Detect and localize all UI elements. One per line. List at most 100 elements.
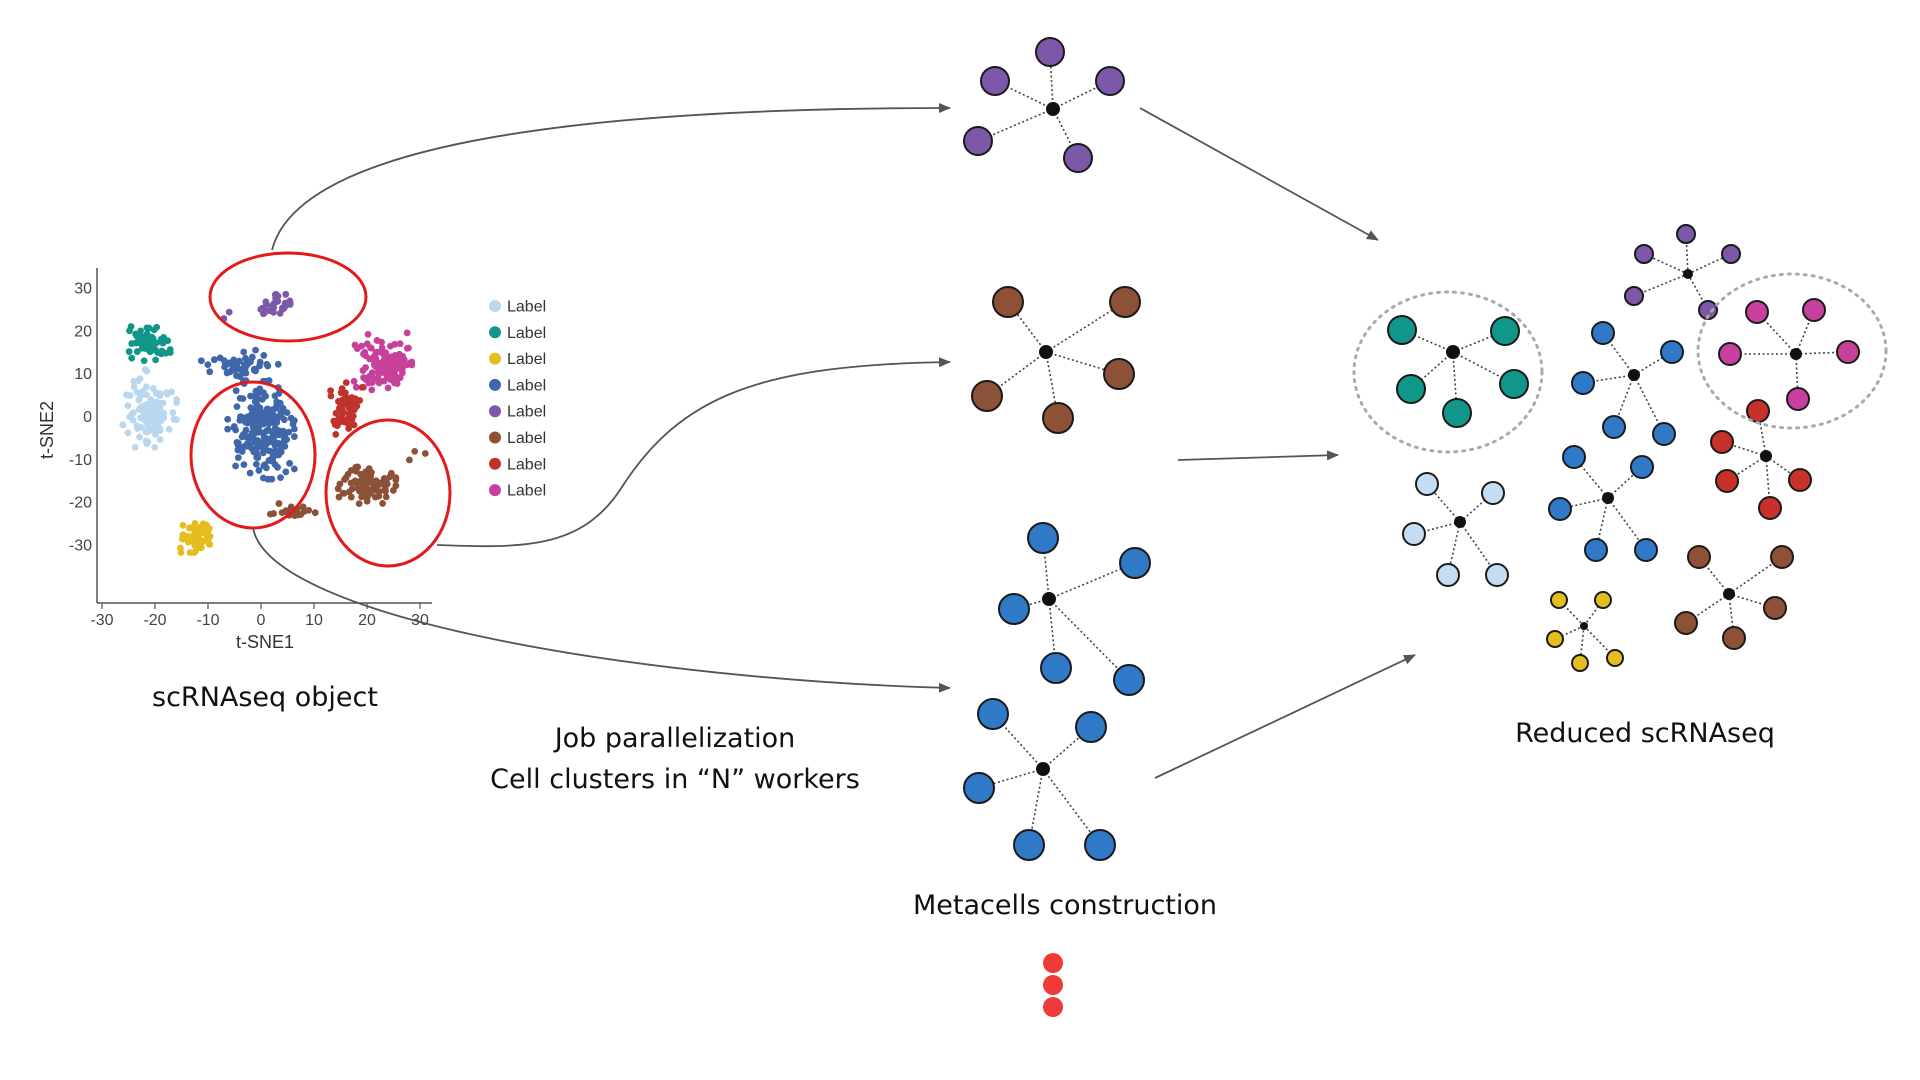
tsne-point	[287, 503, 295, 511]
graph-edge	[1728, 593, 1776, 609]
tsne-point	[387, 353, 395, 361]
tsne-point	[239, 369, 247, 377]
metacell-node	[1758, 496, 1782, 520]
tsne-point	[254, 390, 262, 398]
legend-label: Label	[507, 483, 546, 500]
tsne-point	[156, 405, 164, 412]
tsne-ticks: -30 -20 -10 0 10 20 30 30 20 10 0 -10 -20 -30	[69, 281, 429, 629]
tsne-point	[384, 384, 392, 392]
tsne-point	[271, 424, 279, 432]
tsne-point	[168, 388, 176, 396]
metacell-node	[1591, 321, 1615, 345]
tsne-point	[170, 415, 178, 423]
y-tick-label: 0	[83, 409, 92, 426]
tsne-point	[337, 418, 345, 425]
tsne-point	[294, 511, 302, 519]
tsne-point	[332, 409, 340, 417]
tsne-point	[347, 401, 355, 408]
graph-edge	[1583, 599, 1604, 627]
tsne-point	[142, 437, 150, 445]
tsne-point	[391, 379, 398, 387]
tsne-point	[236, 357, 243, 365]
metacell-node	[977, 698, 1009, 730]
tsne-point	[247, 358, 254, 366]
tsne-point	[130, 383, 138, 391]
tsne-point	[327, 392, 335, 400]
tsne-point	[264, 475, 272, 483]
legend-swatch	[489, 326, 501, 339]
graph-edge	[1728, 556, 1783, 595]
tsne-point	[141, 366, 149, 374]
tsne-point	[133, 388, 141, 396]
tsne-point	[360, 484, 368, 492]
tsne-point	[135, 396, 143, 404]
tsne-point	[225, 308, 233, 316]
tsne-point	[230, 423, 238, 430]
tsne-point	[382, 493, 390, 501]
metacell-node	[1763, 596, 1787, 620]
metacell-node	[1442, 398, 1472, 428]
x-axis-title: t-SNE1	[236, 632, 294, 652]
tsne-point	[252, 346, 259, 354]
tsne-point	[223, 369, 231, 376]
graph-edge	[1042, 726, 1092, 770]
metacell-node	[1710, 430, 1734, 454]
arrow-blue-to-reduced	[1154, 654, 1416, 779]
tsne-point	[256, 358, 264, 366]
tsne-point	[345, 488, 353, 496]
tsne-point	[274, 292, 282, 300]
arrow-to-brown-metacell	[436, 357, 951, 548]
metacell-graph-brown	[971, 286, 1141, 434]
metacell-hub	[1039, 345, 1053, 359]
legend-label: Label	[507, 325, 546, 342]
continuation-dots	[1043, 953, 1063, 1017]
legend-swatch	[489, 457, 501, 470]
continuation-dot	[1043, 953, 1063, 973]
legend-label: Label	[507, 377, 546, 394]
tsne-point	[250, 448, 258, 456]
metacell-node	[1722, 626, 1746, 650]
tsne-point	[347, 493, 355, 501]
tsne-point	[251, 398, 259, 406]
caption-metacells-construction: Metacells construction	[912, 890, 1218, 921]
tsne-point	[345, 410, 353, 418]
tsne-point	[273, 419, 281, 426]
tsne-point	[158, 415, 166, 422]
metacell-node	[1698, 300, 1718, 320]
tsne-point	[125, 348, 133, 355]
tsne-point	[230, 358, 238, 366]
tsne-point	[387, 469, 395, 477]
metacell-node	[1550, 591, 1568, 609]
metacell-node	[1594, 591, 1612, 609]
legend-swatch	[489, 300, 501, 312]
tsne-point	[268, 438, 276, 446]
graph-edge	[1413, 521, 1461, 535]
graph-edge	[986, 351, 1047, 397]
tsne-point	[362, 364, 370, 371]
tsne-point	[254, 427, 262, 435]
tsne-point	[243, 442, 251, 450]
tsne-point	[234, 446, 242, 454]
tsne-point	[191, 549, 198, 556]
tsne-point	[189, 532, 197, 540]
tsne-point	[364, 493, 371, 501]
y-tick-label: 10	[74, 366, 92, 383]
tsne-point	[152, 356, 159, 364]
tsne-point	[350, 377, 358, 385]
tsne-point	[232, 387, 240, 395]
caption-job-parallelization: Job parallelization Cell clusters in “N”…	[460, 718, 890, 800]
metacell-node	[1027, 522, 1059, 554]
tsne-point	[286, 459, 293, 467]
metacell-node	[1119, 547, 1151, 579]
tsne-point	[133, 348, 141, 355]
tsne-point	[381, 352, 389, 360]
workflow-arrows	[252, 103, 1416, 779]
reduced-graph-blue-mid	[1548, 445, 1658, 562]
tsne-point	[283, 409, 291, 417]
metacell-node	[1084, 829, 1116, 861]
tsne-point	[242, 426, 250, 434]
metacell-node	[1770, 545, 1794, 569]
metacell-node	[1802, 298, 1826, 322]
x-tick-label: -20	[143, 612, 166, 629]
